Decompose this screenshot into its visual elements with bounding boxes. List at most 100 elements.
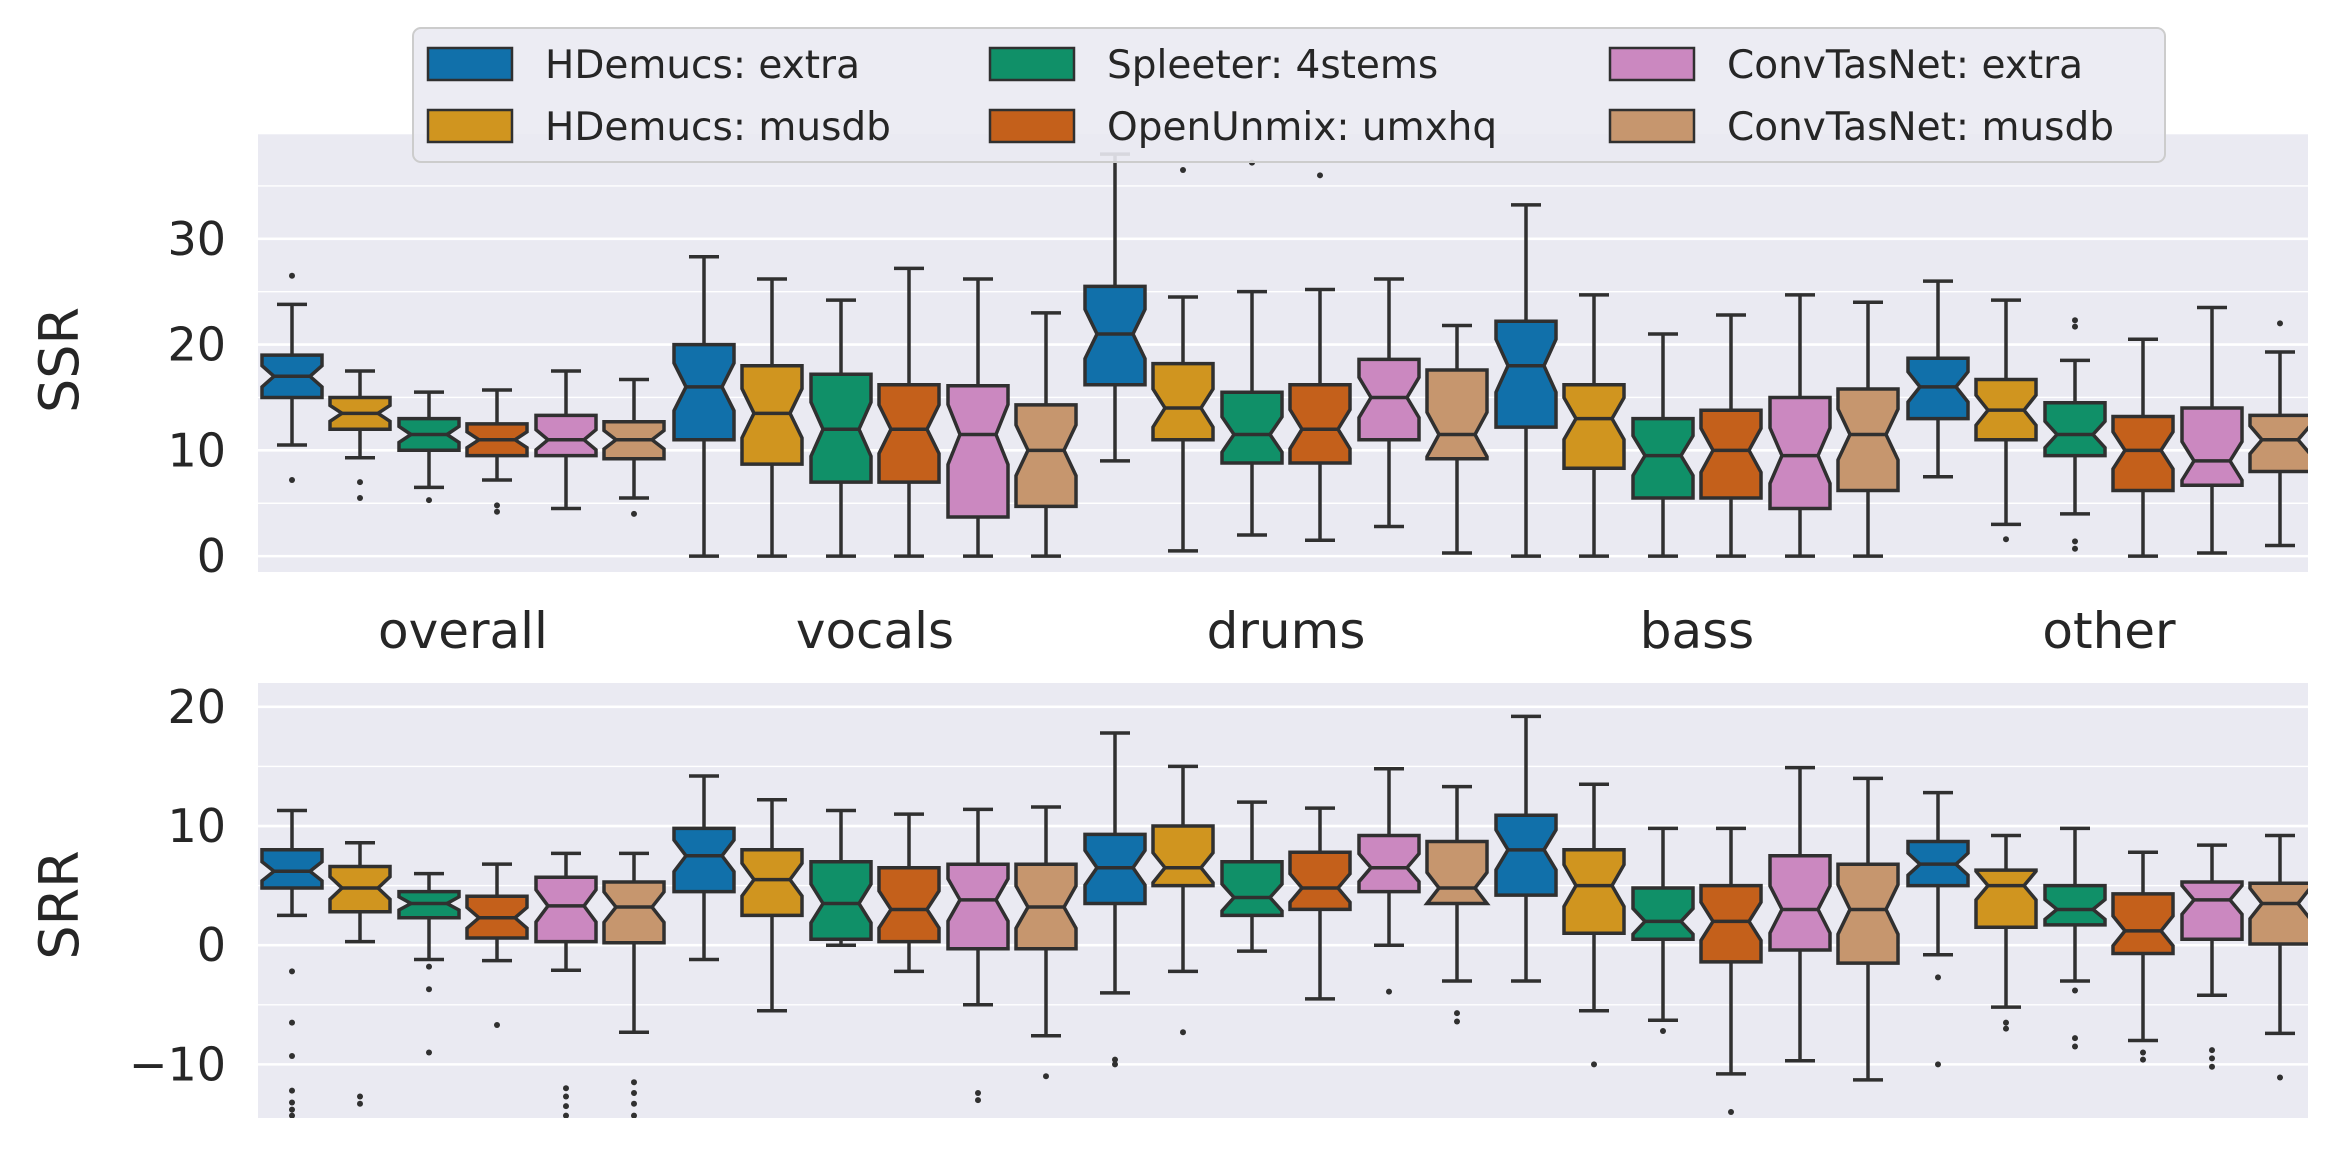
outlier-point xyxy=(975,1097,981,1104)
y-tick-label: 20 xyxy=(167,318,226,372)
legend-label: HDemucs: extra xyxy=(545,43,860,88)
legend-swatch xyxy=(1608,46,1696,82)
box-body xyxy=(1357,357,1421,442)
box-hdemucs-extra-bass xyxy=(1494,203,1558,558)
box-body xyxy=(260,848,324,890)
box-openunmix-umxhq-vocals xyxy=(877,266,941,558)
box-convtasnet-extra-other xyxy=(2180,843,2244,1070)
ssr-boxes xyxy=(260,152,2308,558)
outlier-point xyxy=(1454,1010,1460,1017)
box-spleeter-4stems-overall xyxy=(397,390,461,504)
legend-swatch xyxy=(988,46,1076,82)
outlier-point xyxy=(2003,1025,2009,1032)
box-openunmix-umxhq-drums xyxy=(1288,172,1352,543)
outlier-point xyxy=(563,1103,569,1110)
box-hdemucs-musdb-drums xyxy=(1151,764,1215,1036)
legend-label: OpenUnmix: umxhq xyxy=(1107,105,1497,150)
box-convtasnet-musdb-drums xyxy=(1425,323,1489,555)
outlier-point xyxy=(2209,1055,2215,1062)
box-hdemucs-musdb-bass xyxy=(1562,782,1626,1068)
outlier-point xyxy=(1112,1056,1118,1063)
outlier-point xyxy=(2140,1049,2146,1056)
outlier-point xyxy=(631,1079,637,1086)
box-body xyxy=(1151,361,1215,442)
outlier-point xyxy=(289,1112,295,1118)
box-convtasnet-extra-vocals xyxy=(946,277,1010,558)
outlier-point xyxy=(1386,988,1392,995)
box-body xyxy=(1768,854,1832,952)
box-body xyxy=(1494,319,1558,429)
box-convtasnet-musdb-overall xyxy=(602,851,666,1118)
ssr-panel: 0 10 20 30 SSR xyxy=(28,131,2308,583)
y-tick-label: 30 xyxy=(167,212,226,266)
box-body xyxy=(1288,383,1352,465)
outlier-point xyxy=(2277,1074,2283,1081)
box-body xyxy=(740,848,804,918)
box-spleeter-4stems-other xyxy=(2043,317,2107,552)
outlier-point xyxy=(1660,1028,1666,1034)
outlier-point xyxy=(289,1106,295,1113)
outlier-point xyxy=(631,1089,637,1096)
outlier-point xyxy=(494,1022,500,1029)
outlier-point xyxy=(289,272,295,279)
box-body xyxy=(672,342,736,442)
legend-swatch xyxy=(988,108,1076,144)
box-spleeter-4stems-vocals xyxy=(809,808,873,947)
outlier-point xyxy=(1180,1029,1186,1036)
box-body xyxy=(2180,880,2244,941)
box-hdemucs-musdb-overall xyxy=(328,369,392,501)
outlier-point xyxy=(631,510,637,517)
box-body xyxy=(1220,390,1284,465)
box-body xyxy=(877,865,941,944)
legend-swatch xyxy=(426,46,514,82)
ssr-axis-label: SSR xyxy=(28,307,91,413)
outlier-point xyxy=(563,1093,569,1100)
box-openunmix-umxhq-overall xyxy=(465,862,529,1029)
box-convtasnet-musdb-overall xyxy=(602,377,666,517)
box-body xyxy=(1562,383,1626,471)
outlier-point xyxy=(494,502,500,509)
box-body xyxy=(946,862,1010,951)
outlier-point xyxy=(1043,1073,1049,1080)
outlier-point xyxy=(426,1049,432,1056)
box-hdemucs-musdb-other xyxy=(1974,298,2038,543)
box-body xyxy=(1288,850,1352,912)
box-openunmix-umxhq-drums xyxy=(1288,806,1352,1001)
box-convtasnet-musdb-bass xyxy=(1836,300,1900,558)
outlier-point xyxy=(975,1089,981,1096)
outlier-point xyxy=(289,476,295,483)
legend-swatch xyxy=(426,108,514,144)
outlier-point xyxy=(426,963,432,970)
box-body xyxy=(2111,414,2175,493)
outlier-point xyxy=(357,479,363,486)
box-body xyxy=(672,826,736,894)
box-body xyxy=(1494,813,1558,897)
outlier-point xyxy=(2072,317,2078,324)
box-body xyxy=(1220,860,1284,918)
box-convtasnet-extra-vocals xyxy=(946,807,1010,1104)
box-body xyxy=(1768,395,1832,511)
category-label-bass: bass xyxy=(1640,602,1754,660)
outlier-point xyxy=(631,1112,637,1118)
box-hdemucs-extra-vocals xyxy=(672,774,736,962)
outlier-point xyxy=(1317,172,1323,179)
box-spleeter-4stems-drums xyxy=(1220,159,1284,537)
outlier-point xyxy=(2003,1019,2009,1026)
legend-item: OpenUnmix: umxhq xyxy=(988,105,1497,150)
outlier-point xyxy=(2277,320,2283,327)
outlier-point xyxy=(2209,1063,2215,1070)
srr-axis-label: SRR xyxy=(28,850,91,959)
box-hdemucs-extra-overall xyxy=(260,808,324,1118)
box-body xyxy=(1014,403,1078,509)
box-convtasnet-musdb-vocals xyxy=(1014,805,1078,1080)
box-hdemucs-musdb-bass xyxy=(1562,293,1626,558)
box-hdemucs-musdb-vocals xyxy=(740,277,804,558)
box-body xyxy=(1562,848,1626,936)
legend-label: Spleeter: 4stems xyxy=(1107,43,1438,88)
box-hdemucs-extra-drums xyxy=(1083,152,1147,463)
y-tick-label: 0 xyxy=(197,918,226,972)
box-convtasnet-extra-drums xyxy=(1357,277,1421,529)
outlier-point xyxy=(426,986,432,993)
